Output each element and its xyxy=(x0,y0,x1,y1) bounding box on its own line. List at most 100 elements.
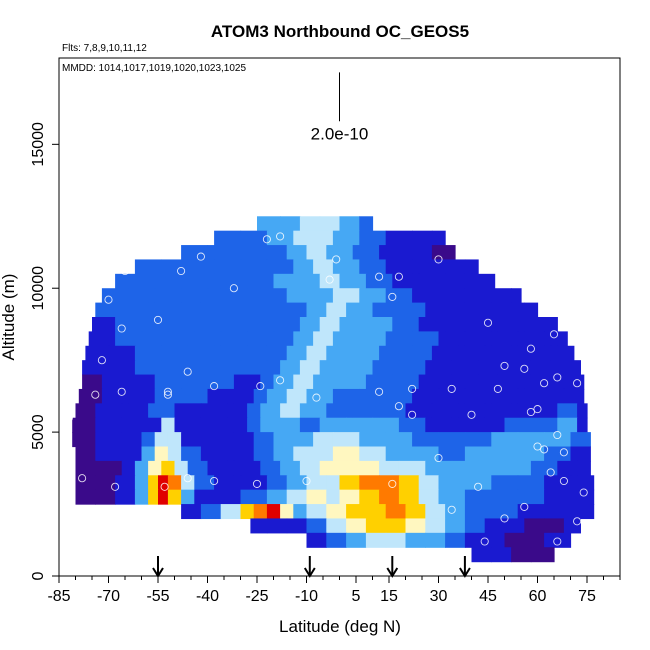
heatmap-cell xyxy=(365,374,393,390)
heatmap-cell xyxy=(273,331,294,347)
heatmap-cell xyxy=(438,475,466,491)
heatmap-cell xyxy=(451,360,479,376)
observation-point xyxy=(117,324,126,333)
heatmap-cell xyxy=(187,360,215,376)
heatmap-cell xyxy=(326,504,347,520)
heatmap-cell xyxy=(464,518,486,534)
heatmap-cell xyxy=(161,460,176,476)
heatmap-cell xyxy=(167,446,182,462)
heatmap-cell xyxy=(121,432,143,448)
observation-point xyxy=(408,384,417,393)
heatmap-cell xyxy=(148,417,162,433)
heatmap-cell xyxy=(266,388,288,404)
heatmap-cell xyxy=(280,360,301,376)
observation-point xyxy=(196,252,205,261)
heatmap-cell xyxy=(233,460,261,476)
heatmap-cell xyxy=(134,475,149,491)
heatmap-cell xyxy=(240,475,268,491)
heatmap-cell xyxy=(293,230,314,246)
heatmap-cell xyxy=(425,532,446,548)
heatmap-cell xyxy=(478,417,506,433)
heatmap-cell xyxy=(339,273,367,289)
heatmap-cell xyxy=(95,460,123,476)
heatmap-cell xyxy=(260,288,288,304)
heatmap-cell xyxy=(174,460,189,476)
heatmap-cell xyxy=(451,302,479,318)
heatmap-cell xyxy=(346,504,367,520)
heatmap-cell xyxy=(504,518,525,534)
heatmap-cell xyxy=(365,317,393,332)
heatmap-cell xyxy=(471,374,499,390)
observation-point xyxy=(549,330,559,339)
heatmap-cell xyxy=(141,331,169,347)
heatmap-cell xyxy=(181,374,209,390)
heatmap-cell xyxy=(438,259,466,275)
heatmap-cell xyxy=(313,432,334,448)
heatmap-cell xyxy=(372,417,400,433)
heatmap-cell xyxy=(72,432,96,448)
heatmap-cell xyxy=(313,331,334,347)
heatmap-cell xyxy=(438,432,466,448)
heatmap-cell xyxy=(379,245,407,261)
heatmap-cell xyxy=(359,230,387,246)
heatmap-cell xyxy=(214,360,242,376)
observation-point xyxy=(559,448,568,457)
heatmap-cell xyxy=(326,403,354,419)
heatmap-cell xyxy=(128,388,156,404)
heatmap-cell xyxy=(293,331,314,347)
heatmap-cell xyxy=(286,475,308,491)
heatmap-cell xyxy=(181,504,202,520)
heatmap-cell xyxy=(405,403,433,419)
heatmap-cell xyxy=(359,288,387,304)
observation-points xyxy=(64,232,588,546)
heatmap-cell xyxy=(286,388,308,404)
heatmap-cell xyxy=(148,302,176,318)
x-tick-label: 30 xyxy=(430,588,448,605)
heatmap-cell xyxy=(379,403,407,419)
heatmap-cell xyxy=(464,288,492,304)
heatmap-cell xyxy=(247,403,261,419)
heatmap-cell xyxy=(332,446,360,462)
heatmap-cell xyxy=(405,532,426,548)
heatmap-cell xyxy=(174,417,202,433)
observation-point xyxy=(163,387,172,396)
observation-point xyxy=(163,390,172,399)
heatmap-cell xyxy=(167,475,182,491)
heatmap-cell xyxy=(385,331,413,347)
heatmap-cell xyxy=(306,245,327,261)
heatmap-cell xyxy=(306,345,327,361)
heatmap-cell xyxy=(319,417,347,433)
heatmap-cell xyxy=(148,489,159,505)
heatmap-cell xyxy=(544,317,558,332)
heatmap-cell xyxy=(577,417,588,433)
heatmap-cell xyxy=(332,259,360,275)
heatmap-cell xyxy=(240,504,255,520)
heatmap-cell xyxy=(326,532,347,548)
observation-point xyxy=(540,379,549,388)
heatmap-cell xyxy=(544,331,558,347)
observation-point xyxy=(111,482,120,491)
heatmap-cell xyxy=(339,475,360,491)
heatmap-cell xyxy=(154,446,169,462)
heatmap-cell xyxy=(339,317,367,332)
profile-marker-arrow xyxy=(386,556,399,578)
heatmap-cell xyxy=(253,302,281,318)
observation-point xyxy=(520,364,529,373)
heatmap-cell xyxy=(313,230,334,246)
heatmap-cell xyxy=(280,302,308,318)
heatmap-cell xyxy=(200,417,228,433)
heatmap-cell xyxy=(339,460,360,476)
profile-marker-arrow xyxy=(152,556,164,578)
observation-point xyxy=(229,284,238,293)
observation-point xyxy=(467,410,476,419)
heatmap-cell xyxy=(158,475,169,491)
heatmap-cell xyxy=(438,446,466,462)
heatmap-cell xyxy=(557,417,578,433)
heatmap-cell xyxy=(332,288,360,304)
heatmap-cell xyxy=(326,518,347,534)
observation-point xyxy=(579,488,588,497)
heatmap-cell xyxy=(115,489,136,505)
heatmap-cell xyxy=(412,388,440,404)
heatmap-cell xyxy=(530,417,558,433)
heatmap-cell xyxy=(372,302,400,318)
